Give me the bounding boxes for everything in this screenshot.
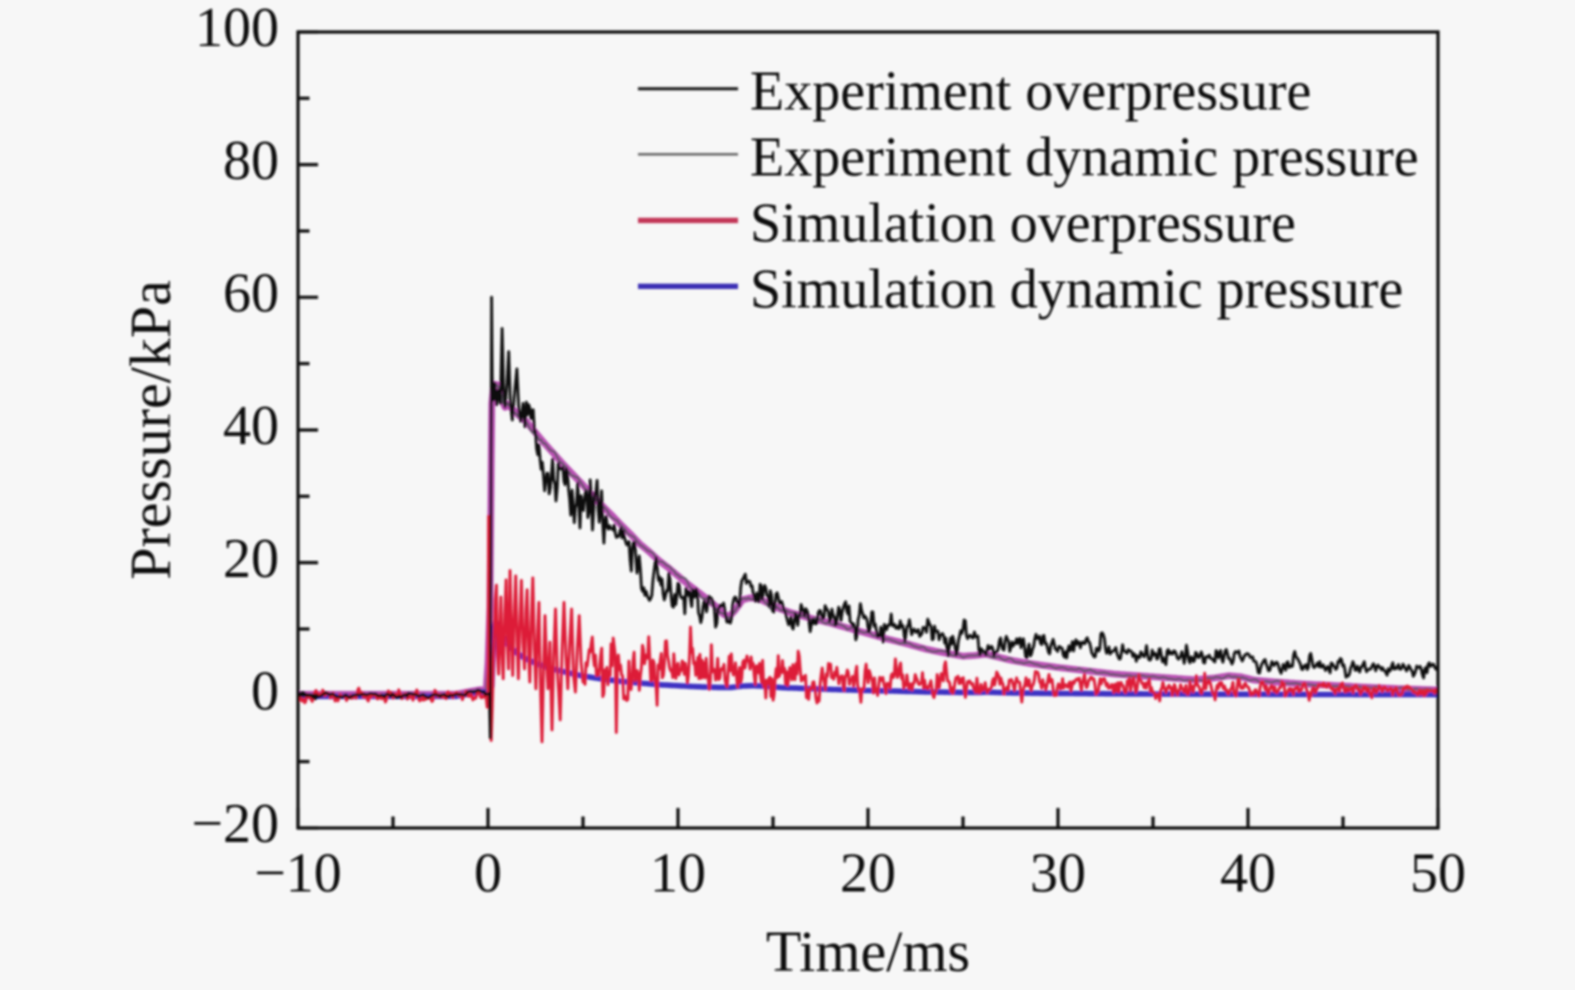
svg-text:Time/ms: Time/ms	[766, 919, 970, 984]
svg-text:40: 40	[223, 395, 279, 457]
svg-text:−10: −10	[254, 843, 342, 905]
svg-text:Experiment overpressure: Experiment overpressure	[750, 61, 1311, 123]
svg-text:Pressure/kPa: Pressure/kPa	[118, 280, 183, 580]
svg-text:10: 10	[650, 843, 706, 905]
svg-text:0: 0	[251, 661, 279, 723]
svg-text:Simulation dynamic pressure: Simulation dynamic pressure	[750, 258, 1403, 320]
svg-text:20: 20	[223, 528, 279, 590]
svg-text:20: 20	[840, 843, 896, 905]
svg-text:100: 100	[195, 0, 279, 59]
svg-text:30: 30	[1030, 843, 1086, 905]
svg-text:0: 0	[474, 843, 502, 905]
svg-text:Experiment dynamic pressure: Experiment dynamic pressure	[750, 126, 1419, 188]
svg-text:40: 40	[1220, 843, 1276, 905]
svg-text:Simulation overpressure: Simulation overpressure	[750, 192, 1296, 254]
svg-text:60: 60	[223, 263, 279, 325]
svg-text:−20: −20	[191, 793, 279, 855]
svg-text:80: 80	[223, 130, 279, 192]
svg-text:50: 50	[1410, 843, 1466, 905]
